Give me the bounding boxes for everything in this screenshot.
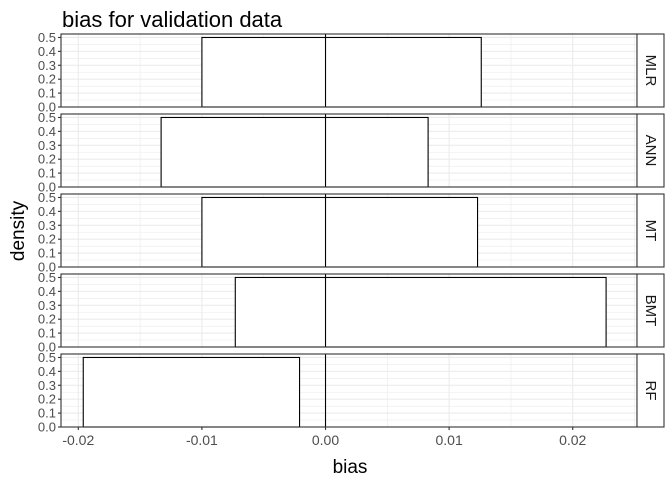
y-tick-label: 0.3 xyxy=(38,298,56,313)
x-tick-label: 0.01 xyxy=(435,432,462,448)
y-tick-label: 0.5 xyxy=(38,110,56,125)
facet-strip xyxy=(636,273,665,348)
facet-label-ann: ANN xyxy=(642,135,659,167)
x-axis-label: bias xyxy=(333,457,368,478)
facet-strip xyxy=(636,33,665,108)
y-tick-label: 0.0 xyxy=(38,100,56,115)
facet-label-mlr: MLR xyxy=(642,55,659,87)
y-tick-label: 0.1 xyxy=(38,166,56,181)
y-tick-label: 0.1 xyxy=(38,86,56,101)
histogram-bar xyxy=(82,356,301,428)
facet-panels: MLR0.00.10.20.30.40.5ANN0.00.10.20.30.40… xyxy=(38,30,665,435)
y-tick-label: 0.4 xyxy=(38,204,56,219)
y-tick-label: 0.2 xyxy=(38,232,56,247)
chart-title: bias for validation data xyxy=(62,7,283,32)
y-tick-label: 0.5 xyxy=(38,350,56,365)
y-tick-label: 0.5 xyxy=(38,270,56,285)
y-tick-label: 0.3 xyxy=(38,218,56,233)
y-tick-label: 0.0 xyxy=(38,260,56,275)
facet-strip xyxy=(636,353,665,428)
facet-strip xyxy=(636,113,665,188)
facet-panel-ann: ANN 0.00.10.20.30.40.5 xyxy=(38,110,665,195)
x-tick-label: 0.00 xyxy=(312,432,339,448)
facet-strip xyxy=(636,193,665,268)
histogram-bar xyxy=(160,116,429,188)
y-tick-label: 0.0 xyxy=(38,420,56,435)
x-tick-label: -0.02 xyxy=(62,432,94,448)
y-tick-label: 0.4 xyxy=(38,284,56,299)
y-tick-label: 0.1 xyxy=(38,326,56,341)
y-tick-label: 0.1 xyxy=(38,406,56,421)
facet-panel-mt: MT 0.00.10.20.30.40.5 xyxy=(38,190,665,275)
y-tick-label: 0.5 xyxy=(38,30,56,45)
y-tick-label: 0.3 xyxy=(38,378,56,393)
y-tick-label: 0.1 xyxy=(38,246,56,261)
y-tick-label: 0.3 xyxy=(38,58,56,73)
y-tick-label: 0.4 xyxy=(38,124,56,139)
y-tick-label: 0.5 xyxy=(38,190,56,205)
x-axis: -0.02 -0.01 0.00 0.01 0.02 xyxy=(62,427,587,448)
y-tick-label: 0.2 xyxy=(38,392,56,407)
histogram-bar xyxy=(201,36,482,108)
y-tick-label: 0.2 xyxy=(38,152,56,167)
y-tick-label: 0.0 xyxy=(38,180,56,195)
x-tick-label: 0.02 xyxy=(559,432,586,448)
facet-label-rf: RF xyxy=(642,381,659,401)
facet-label-mt: MT xyxy=(642,220,659,242)
y-tick-label: 0.4 xyxy=(38,44,56,59)
y-tick-label: 0.3 xyxy=(38,138,56,153)
x-tick-label: -0.01 xyxy=(186,432,218,448)
facet-panel-bmt: BMT 0.00.10.20.30.40.5 xyxy=(38,270,665,355)
y-tick-label: 0.4 xyxy=(38,364,56,379)
y-tick-label: 0.2 xyxy=(38,312,56,327)
y-axis-label: density xyxy=(8,200,29,261)
facet-panel-mlr: MLR 0.00.10.20.30.40.5 xyxy=(38,30,665,115)
facet-panel-rf: RF 0.00.10.20.30.40.5 xyxy=(38,350,665,435)
y-tick-label: 0.0 xyxy=(38,340,56,355)
y-tick-label: 0.2 xyxy=(38,72,56,87)
facet-label-bmt: BMT xyxy=(642,295,659,327)
histogram-bar xyxy=(201,196,479,268)
histogram-bar xyxy=(234,276,607,348)
